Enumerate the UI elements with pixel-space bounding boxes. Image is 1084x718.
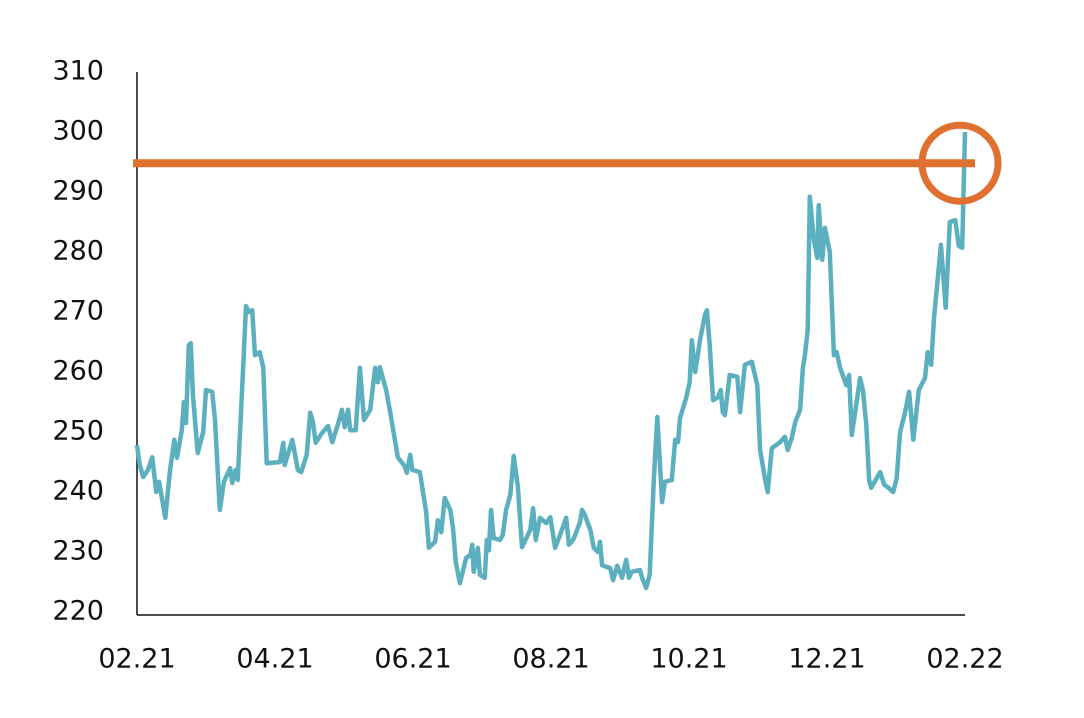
y-tick-label: 250 xyxy=(52,416,104,447)
y-tick-label: 290 xyxy=(52,176,104,207)
y-tick-label: 310 xyxy=(52,56,104,87)
x-tick-label: 02.22 xyxy=(926,644,1003,675)
x-tick-label: 06.21 xyxy=(374,644,451,675)
x-tick-label: 12.21 xyxy=(788,644,865,675)
y-tick-label: 280 xyxy=(52,236,104,267)
x-tick-label: 02.21 xyxy=(98,644,175,675)
x-tick-label: 04.21 xyxy=(236,644,313,675)
x-tick-label: 08.21 xyxy=(512,644,589,675)
y-tick-label: 240 xyxy=(52,476,104,507)
y-tick-label: 230 xyxy=(52,536,104,567)
highlight-circle xyxy=(918,121,1002,205)
y-tick-label: 270 xyxy=(52,296,104,327)
y-tick-label: 260 xyxy=(52,356,104,387)
x-tick-label: 10.21 xyxy=(650,644,727,675)
data-line xyxy=(134,131,968,591)
y-tick-label: 300 xyxy=(52,116,104,147)
y-tick-label: 220 xyxy=(52,596,104,627)
